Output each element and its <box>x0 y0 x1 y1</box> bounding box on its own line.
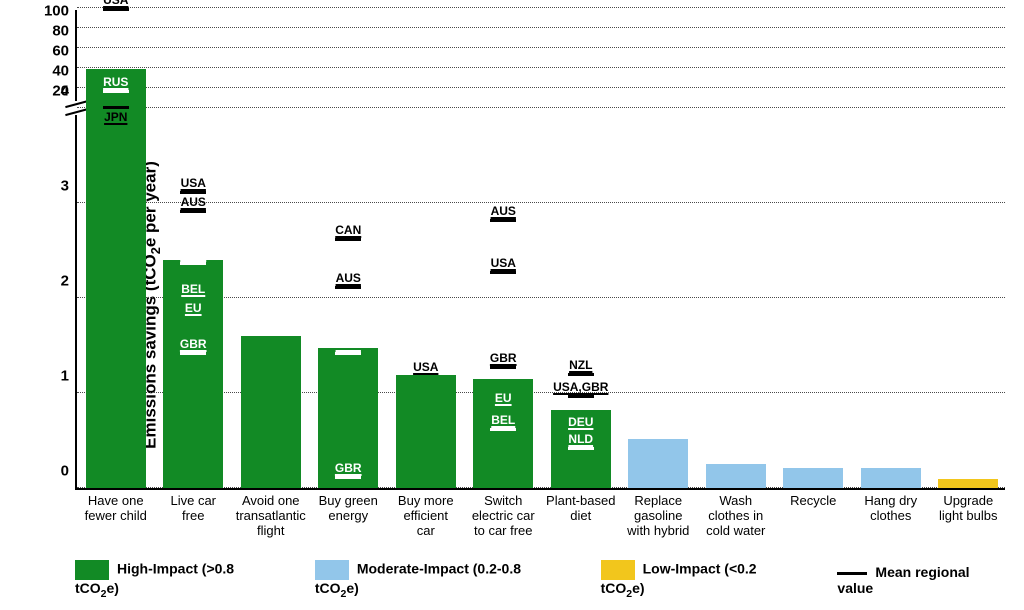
gridline <box>77 27 1005 28</box>
regional-marker: AUS <box>472 204 534 222</box>
x-tick-label: Plant-baseddiet <box>542 488 620 524</box>
regional-marker: DEU <box>550 415 612 429</box>
regional-marker: JPN <box>85 106 147 124</box>
bar <box>628 439 688 488</box>
bar <box>706 464 766 488</box>
y-tick: 100 <box>44 3 77 20</box>
x-tick-label: Upgradelight bulbs <box>930 488 1008 524</box>
bar <box>396 375 456 488</box>
regional-marker: CAN <box>317 223 379 241</box>
regional-marker: USA,GBR <box>541 380 621 398</box>
regional-marker-label: CAN <box>317 223 379 237</box>
gridline <box>77 47 1005 48</box>
regional-marker-label: NLD <box>550 432 612 446</box>
bar <box>938 479 998 489</box>
x-tick-label: Buy moreefficientcar <box>387 488 465 539</box>
regional-marker: EU <box>472 391 534 405</box>
x-tick-label: Washclothes incold water <box>697 488 775 539</box>
x-tick-label: Have onefewer child <box>77 488 155 524</box>
regional-marker: NLD <box>550 432 612 450</box>
regional-marker-label: RUS <box>85 75 147 89</box>
regional-marker: CAN <box>162 247 224 265</box>
bar <box>241 336 301 488</box>
y-tick: 0 <box>61 463 77 480</box>
regional-marker-label: JPN <box>85 110 147 124</box>
plot-area: 0123420406080100120Have onefewer childUS… <box>75 10 1005 490</box>
gridline <box>77 87 1005 88</box>
regional-marker: NZL <box>550 358 612 376</box>
regional-marker: USA <box>317 337 379 355</box>
regional-marker: USA <box>162 176 224 194</box>
emissions-savings-chart: Emissions savings (tCO2e per year) 01234… <box>0 0 1024 610</box>
x-tick-label: Hang dryclothes <box>852 488 930 524</box>
y-tick: 3 <box>61 178 77 195</box>
x-tick-label: Switchelectric carto car free <box>465 488 543 539</box>
regional-marker-label: USA <box>85 0 147 7</box>
x-tick-label: Live carfree <box>155 488 233 524</box>
regional-marker-label: BEL <box>472 413 534 427</box>
regional-marker-label: AUS <box>317 271 379 285</box>
bar <box>783 468 843 488</box>
legend: High-Impact (>0.8 tCO2e) Moderate-Impact … <box>75 560 1005 600</box>
bar <box>86 69 146 488</box>
regional-marker: AUS <box>162 195 224 213</box>
regional-marker: GBR <box>317 461 379 479</box>
y-tick: 40 <box>52 63 77 80</box>
regional-marker-label: BEL <box>162 282 224 296</box>
regional-marker: USA <box>472 256 534 274</box>
regional-marker: RUS <box>85 75 147 93</box>
regional-marker-label: EU <box>472 391 534 405</box>
regional-marker: BEL <box>162 282 224 296</box>
regional-marker-label: GBR <box>317 461 379 475</box>
legend-item: Low-Impact (<0.2 tCO2e) <box>601 560 800 600</box>
y-tick: 20 <box>52 83 77 100</box>
regional-marker-label: AUS <box>472 204 534 218</box>
regional-marker-label: DEU <box>550 415 612 429</box>
regional-marker-label: USA <box>395 360 457 374</box>
regional-marker-label: GBR <box>472 351 534 365</box>
x-tick-label: Avoid onetransatlanticflight <box>232 488 310 539</box>
regional-marker-label: USA <box>162 176 224 190</box>
regional-marker: GBR <box>472 351 534 369</box>
regional-marker: EU <box>162 301 224 315</box>
gridline <box>77 67 1005 68</box>
regional-marker: USA <box>85 0 147 11</box>
regional-marker-label: USA <box>317 337 379 351</box>
y-tick: 1 <box>61 368 77 385</box>
regional-marker-label: EU <box>162 301 224 315</box>
bar <box>861 468 921 488</box>
regional-marker: AUS <box>317 271 379 289</box>
regional-marker-label: CAN <box>162 247 224 261</box>
legend-item: Mean regional value <box>837 564 1005 596</box>
x-tick-label: Recycle <box>775 488 853 509</box>
regional-marker-label: USA <box>472 256 534 270</box>
regional-marker-label: NZL <box>550 358 612 372</box>
regional-marker: GBR <box>162 337 224 355</box>
y-tick: 2 <box>61 273 77 290</box>
regional-marker-label: USA,GBR <box>541 380 621 394</box>
regional-marker: BEL <box>472 413 534 431</box>
x-tick-label: Replacegasolinewith hybrid <box>620 488 698 539</box>
regional-marker: USA <box>395 360 457 375</box>
x-tick-label: Buy greenenergy <box>310 488 388 524</box>
regional-marker-label: AUS <box>162 195 224 209</box>
legend-item: Moderate-Impact (0.2-0.8 tCO2e) <box>315 560 563 600</box>
y-tick: 60 <box>52 43 77 60</box>
y-tick: 80 <box>52 23 77 40</box>
gridline <box>77 107 1005 108</box>
regional-marker-label: GBR <box>162 337 224 351</box>
gridline <box>77 7 1005 8</box>
legend-item: High-Impact (>0.8 tCO2e) <box>75 560 277 600</box>
